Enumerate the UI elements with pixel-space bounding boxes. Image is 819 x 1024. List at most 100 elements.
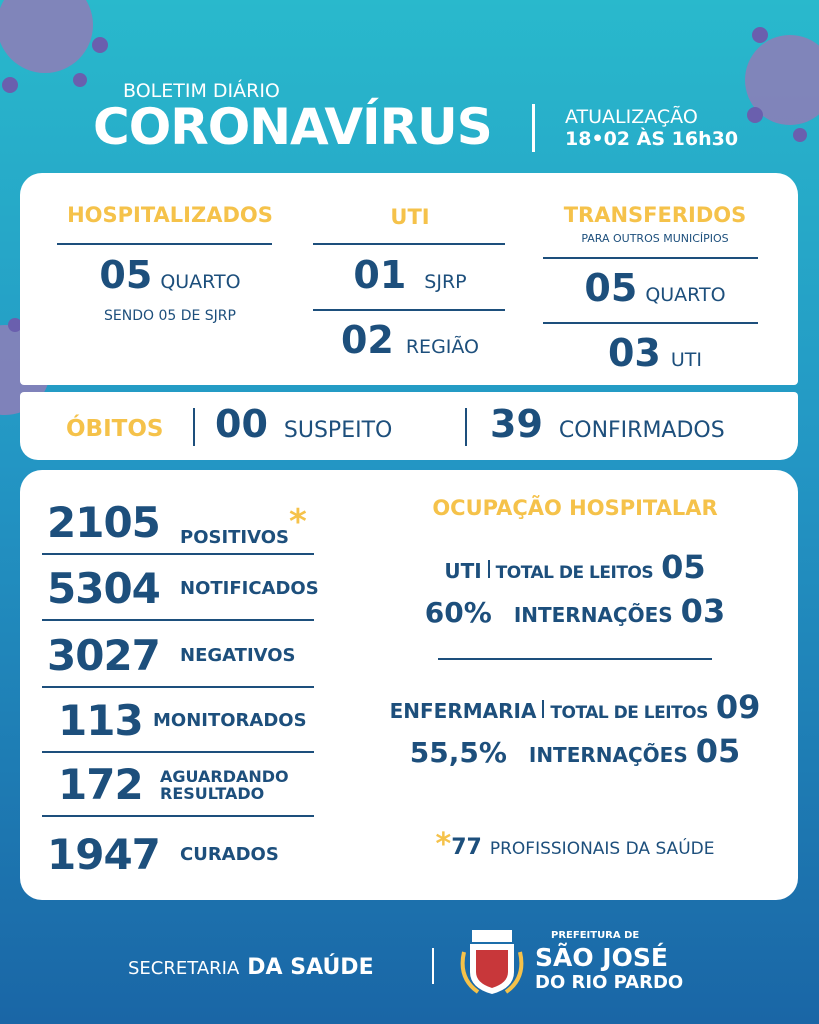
rule [42,553,314,555]
stat-number: 05 [584,266,638,310]
bar [487,560,490,578]
case-mark: * [289,502,307,542]
case-label: RESULTADO [160,784,265,803]
case-label-text: MONITORADOS [153,710,307,731]
case-number: 2105 [47,498,161,547]
stat-unit: SJRP [424,271,467,293]
rule [57,243,272,245]
ward-row: ENFERMARIA TOTAL DE LEITOS 09 [370,688,780,726]
case-label-text: NOTIFICADOS [180,578,319,599]
ward-row: 55,5% INTERNAÇÕES 05 [370,732,780,770]
admissions-label: INTERNAÇÕES [528,743,688,767]
beds-number: 05 [661,548,706,586]
case-label: CURADOS [180,844,279,865]
case-label: NOTIFICADOS [180,578,319,599]
footnote: * 77 PROFISSIONAIS DA SAÚDE [380,827,770,862]
department: SECRETARIA DA SAÚDE [128,955,374,980]
kicker: BOLETIM DIÁRIO [123,80,280,102]
rule [42,751,314,753]
stat-row: 02 REGIÃO [310,318,510,362]
city-line1: SÃO JOSÉ [535,943,668,972]
case-number: 1947 [47,830,161,879]
stat-row: 05 QUARTO [50,253,290,297]
divider [193,408,195,446]
stat-number: 00 [215,402,268,446]
department-prefix: SECRETARIA [128,958,240,979]
stat-unit: SUSPEITO [283,418,393,443]
footnote-number: 77 [451,835,482,860]
bar [542,700,545,718]
ward-name: UTI [444,559,482,583]
section-title: OCUPAÇÃO HOSPITALAR [432,496,718,520]
stat-number: 02 [340,318,394,362]
admissions-label: INTERNAÇÕES [513,603,673,627]
rule [313,309,505,311]
section-title: UTI [390,205,430,229]
stat-row: 00 SUSPEITO [215,402,392,446]
stat-row: 03 UTI [535,331,775,375]
beds-number: 09 [715,688,761,726]
stat-unit: CONFIRMADOS [558,418,725,443]
case-label-text: POSITIVOS [180,527,290,548]
stat-unit: REGIÃO [405,336,480,358]
rule [543,322,758,324]
case-number: 172 [58,760,144,809]
stat-row: 39 CONFIRMADOS [490,402,725,446]
rule [42,686,314,688]
ward-name: ENFERMARIA [389,699,537,723]
deaths-label: ÓBITOS [66,416,164,442]
case-label-text: CURADOS [180,844,279,865]
rate: 55,5% [409,736,507,769]
case-label: AGUARDANDO [160,767,289,786]
title: CORONAVÍRUS [93,98,493,156]
beds-label: TOTAL DE LEITOS [550,703,708,723]
stat-row: 05 QUARTO [535,266,775,310]
divider [432,948,434,984]
rule [543,257,758,259]
rule [438,658,712,660]
section-title: HOSPITALIZADOS [67,203,273,227]
stat-unit: UTI [670,349,702,371]
rule [313,243,505,245]
update-label: ATUALIZAÇÃO [565,106,698,128]
coat-of-arms [460,930,524,994]
stat-unit: QUARTO [645,284,726,306]
admissions-number: 03 [680,592,726,630]
case-number: 3027 [47,631,161,680]
rate: 60% [424,596,492,629]
update-time: 18•02 ÀS 16h30 [565,128,739,150]
section-subtitle: PARA OUTROS MUNICÍPIOS [581,232,729,245]
admissions-number: 05 [695,732,741,770]
stat-number: 05 [99,253,153,297]
footnote-mark: * [435,827,452,862]
city-line2: DO RIO PARDO [535,972,684,993]
stat-number: 01 [353,253,407,297]
section-title: TRANSFERIDOS [563,203,747,227]
cases-card: 2105 POSITIVOS * 5304 NOTIFICADOS 3027 NEGATIV… [20,470,798,900]
divider [532,104,535,152]
beds-label: TOTAL DE LEITOS [495,563,654,583]
case-number: 5304 [47,564,161,613]
rule [42,815,314,817]
case-label: POSITIVOS * [180,502,307,552]
stat-row: 01 SJRP [310,253,510,297]
ward-row: UTI TOTAL DE LEITOS 05 [370,548,780,586]
footnote-text: PROFISSIONAIS DA SAÚDE [489,839,715,859]
hospital-card: HOSPITALIZADOS 05 QUARTO SENDO 05 DE SJR… [20,173,798,385]
stat-unit: QUARTO [160,271,241,293]
note: SENDO 05 DE SJRP [104,308,236,324]
case-label: NEGATIVOS [180,645,296,666]
divider [465,408,467,446]
stat-number: 03 [607,331,661,375]
rule [42,619,314,621]
case-label-text: NEGATIVOS [180,645,296,666]
stat-number: 39 [490,402,543,446]
case-label: MONITORADOS [153,710,307,731]
department-name: DA SAÚDE [247,955,374,980]
city-prefix: PREFEITURA DE [551,930,640,941]
deaths-card: ÓBITOS 00 SUSPEITO 39 CONFIRMADOS [20,392,798,460]
ward-row: 60% INTERNAÇÕES 03 [370,592,780,630]
case-number: 113 [58,696,144,745]
